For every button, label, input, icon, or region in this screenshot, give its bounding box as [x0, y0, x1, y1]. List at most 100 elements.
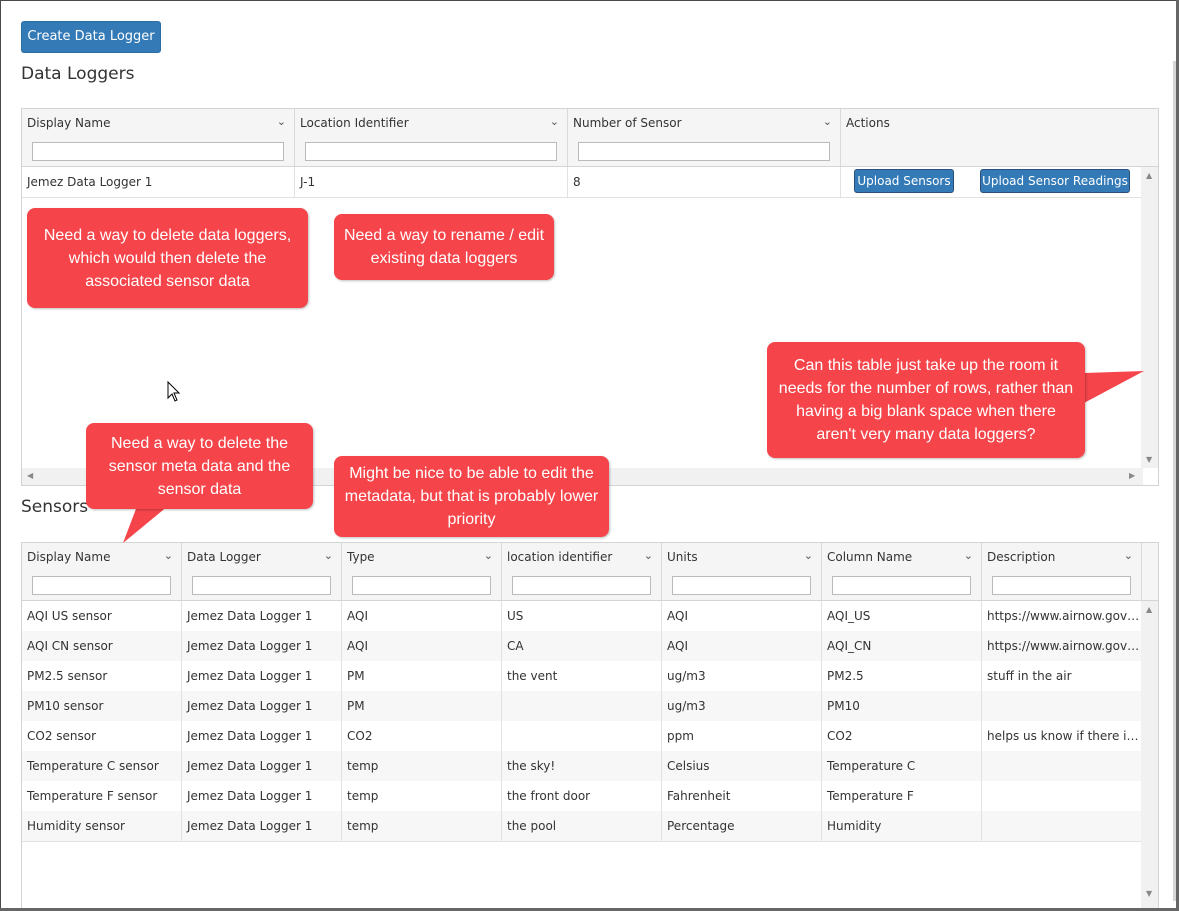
scroll-down-icon[interactable]: ▼ — [1146, 889, 1153, 898]
column-header-location-identifier[interactable]: Location Identifier ⌄ — [295, 109, 568, 166]
column-label: Description — [987, 550, 1056, 564]
sensors-grid: Display Name ⌄ Data Logger ⌄ Type ⌄ loca… — [21, 542, 1159, 908]
cell-display-name: PM10 sensor — [22, 691, 182, 721]
scroll-up-icon[interactable]: ▲ — [1146, 605, 1153, 614]
filter-input[interactable] — [32, 576, 171, 595]
cell-display-name: AQI US sensor — [22, 601, 182, 631]
cell-units: Fahrenheit — [662, 781, 822, 811]
column-header-location-identifier[interactable]: location identifier ⌄ — [502, 543, 662, 600]
cell-description: stuff in the air — [982, 661, 1142, 691]
table-row[interactable]: Humidity sensor Jemez Data Logger 1 temp th… — [22, 811, 1143, 841]
cell-data-logger: Jemez Data Logger 1 — [182, 631, 342, 661]
column-header-type[interactable]: Type ⌄ — [342, 543, 502, 600]
vertical-scrollbar[interactable]: ▲ ▼ — [1141, 167, 1158, 468]
filter-input-location-identifier[interactable] — [305, 142, 557, 161]
column-label: Display Name — [27, 550, 111, 564]
chevron-down-icon[interactable]: ⌄ — [643, 549, 653, 562]
scroll-left-icon[interactable]: ◀ — [27, 471, 34, 480]
chevron-down-icon[interactable]: ⌄ — [963, 549, 973, 562]
filter-input[interactable] — [352, 576, 491, 595]
chevron-down-icon[interactable]: ⌄ — [163, 549, 173, 562]
cell-column-name: AQI_CN — [822, 631, 982, 661]
cell-units: AQI — [662, 631, 822, 661]
data-loggers-title: Data Loggers — [21, 64, 135, 84]
cell-type: temp — [342, 781, 502, 811]
cell-location-identifier — [502, 721, 662, 751]
cell-display-name: PM2.5 sensor — [22, 661, 182, 691]
callout-rename-loggers: Need a way to rename / edit existing dat… — [334, 214, 554, 280]
scroll-right-icon[interactable]: ▶ — [1129, 471, 1136, 480]
cell-display-name: AQI CN sensor — [22, 631, 182, 661]
chevron-down-icon[interactable]: ⌄ — [323, 549, 333, 562]
filter-input[interactable] — [992, 576, 1131, 595]
cell-type: PM — [342, 691, 502, 721]
filter-input[interactable] — [192, 576, 331, 595]
column-header-display-name[interactable]: Display Name ⌄ — [22, 543, 182, 600]
filter-input-number-of-sensor[interactable] — [578, 142, 830, 161]
mouse-pointer-icon — [167, 381, 181, 402]
table-row[interactable]: PM2.5 sensor Jemez Data Logger 1 PM the ven… — [22, 661, 1143, 691]
callout-delete-loggers: Need a way to delete data loggers, which… — [27, 208, 308, 308]
cell-location-identifier: the sky! — [502, 751, 662, 781]
table-row[interactable]: CO2 sensor Jemez Data Logger 1 CO2 ppm CO2 he… — [22, 721, 1143, 751]
cell-column-name: PM2.5 — [822, 661, 982, 691]
chevron-down-icon[interactable]: ⌄ — [822, 115, 832, 128]
scroll-up-icon[interactable]: ▲ — [1146, 171, 1153, 180]
column-header-data-logger[interactable]: Data Logger ⌄ — [182, 543, 342, 600]
filter-input-display-name[interactable] — [32, 142, 284, 161]
cell-description: https://www.airnow.gov/... — [982, 601, 1142, 631]
chevron-down-icon[interactable]: ⌄ — [803, 549, 813, 562]
cell-units: Celsius — [662, 751, 822, 781]
column-header-description[interactable]: Description ⌄ — [982, 543, 1142, 600]
callout-table-size: Can this table just take up the room it … — [767, 342, 1085, 458]
column-header-units[interactable]: Units ⌄ — [662, 543, 822, 600]
table-row[interactable]: PM10 sensor Jemez Data Logger 1 PM ug/m3 PM1… — [22, 691, 1143, 721]
upload-sensor-readings-button[interactable]: Upload Sensor Readings — [980, 169, 1130, 193]
vertical-scrollbar[interactable]: ▲ ▼ — [1141, 601, 1158, 908]
chevron-down-icon[interactable]: ⌄ — [276, 115, 286, 128]
chevron-down-icon[interactable]: ⌄ — [1123, 549, 1133, 562]
cell-description — [982, 811, 1142, 841]
callout-delete-sensors: Need a way to delete the sensor meta dat… — [86, 423, 313, 509]
cell-column-name: Humidity — [822, 811, 982, 841]
cell-location-identifier — [502, 691, 662, 721]
page-scrollbar[interactable] — [1173, 61, 1176, 901]
cell-location-identifier: the front door — [502, 781, 662, 811]
cell-type: AQI — [342, 631, 502, 661]
table-row[interactable]: Jemez Data Logger 1 J-1 8 Upload Sensors… — [22, 167, 1143, 198]
cell-units: ppm — [662, 721, 822, 751]
column-label: Type — [347, 550, 375, 564]
column-label: Number of Sensor — [573, 116, 682, 130]
filter-input[interactable] — [672, 576, 811, 595]
cell-description: helps us know if there is ... — [982, 721, 1142, 751]
chevron-down-icon[interactable]: ⌄ — [483, 549, 493, 562]
cell-data-logger: Jemez Data Logger 1 — [182, 721, 342, 751]
upload-sensors-button[interactable]: Upload Sensors — [854, 169, 954, 193]
create-data-logger-button[interactable]: Create Data Logger — [21, 21, 161, 53]
cell-data-logger: Jemez Data Logger 1 — [182, 661, 342, 691]
column-header-number-of-sensor[interactable]: Number of Sensor ⌄ — [568, 109, 841, 166]
cell-location: J-1 — [295, 167, 568, 197]
scroll-down-icon[interactable]: ▼ — [1146, 455, 1153, 464]
column-header-display-name[interactable]: Display Name ⌄ — [22, 109, 295, 166]
cell-column-name: PM10 — [822, 691, 982, 721]
filter-input[interactable] — [512, 576, 651, 595]
cell-data-logger: Jemez Data Logger 1 — [182, 601, 342, 631]
column-header-actions: Actions — [841, 109, 1158, 166]
cell-type: AQI — [342, 601, 502, 631]
cell-type: PM — [342, 661, 502, 691]
table-row[interactable]: AQI CN sensor Jemez Data Logger 1 AQI CA AQI… — [22, 631, 1143, 661]
column-label: location identifier — [507, 550, 613, 564]
filter-input[interactable] — [832, 576, 971, 595]
cell-column-name: Temperature F — [822, 781, 982, 811]
row-divider — [22, 841, 1143, 842]
column-label: Actions — [846, 116, 890, 130]
table-row[interactable]: AQI US sensor Jemez Data Logger 1 AQI US AQI… — [22, 601, 1143, 631]
chevron-down-icon[interactable]: ⌄ — [549, 115, 559, 128]
cell-data-logger: Jemez Data Logger 1 — [182, 751, 342, 781]
cell-units: ug/m3 — [662, 691, 822, 721]
column-header-column-name[interactable]: Column Name ⌄ — [822, 543, 982, 600]
window-shadow — [1176, 0, 1179, 911]
